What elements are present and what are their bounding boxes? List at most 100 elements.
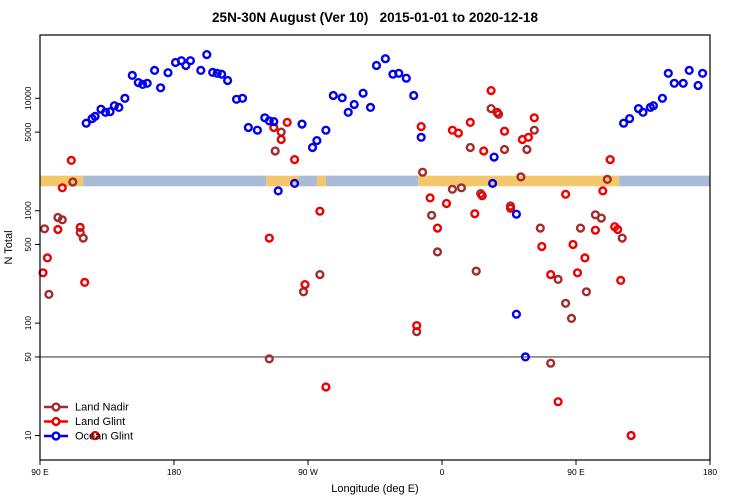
data-point <box>127 70 137 81</box>
data-point <box>522 144 532 155</box>
data-point <box>365 102 376 113</box>
data-point <box>44 289 54 300</box>
data-point <box>276 134 286 145</box>
data-point <box>418 167 428 177</box>
data-point <box>142 78 152 88</box>
data-point <box>120 93 130 103</box>
legend: Land Nadir Land Glint Ocean Glint <box>44 402 133 443</box>
data-point <box>371 60 382 71</box>
y-tick-label: 100 <box>23 316 33 330</box>
y-tick-label: 10000 <box>23 86 33 110</box>
data-point <box>57 215 67 225</box>
data-point <box>300 280 310 290</box>
data-point <box>537 241 547 252</box>
data-point <box>560 298 571 308</box>
data-point <box>693 80 703 91</box>
data-point <box>39 224 50 234</box>
data-point <box>68 177 78 187</box>
data-point <box>163 68 173 78</box>
data-point <box>181 60 191 71</box>
data-point <box>492 107 502 117</box>
data-point <box>523 132 534 142</box>
data-point <box>264 116 274 126</box>
data-point <box>697 68 708 78</box>
legend-label-land_glint: Land Glint <box>75 416 125 428</box>
data-point <box>307 142 318 153</box>
plot-border <box>39 34 711 461</box>
data-point <box>575 223 586 233</box>
data-point <box>42 253 53 263</box>
data-point <box>109 101 120 111</box>
x-tick-label: 180 <box>703 467 717 477</box>
data-point <box>150 65 160 76</box>
legend-marker-ocean_glint <box>51 431 61 441</box>
band-segment <box>325 175 419 187</box>
data-point <box>264 354 274 364</box>
legend-marker-land_nadir <box>51 402 61 412</box>
data-point <box>566 313 577 324</box>
data-point <box>684 65 694 76</box>
data-point <box>212 68 222 78</box>
legend-label-land_nadir: Land Nadir <box>75 402 129 414</box>
y-tick-label: 50 <box>23 352 33 362</box>
data-point <box>602 174 612 185</box>
data-point <box>298 287 309 297</box>
data-point <box>477 191 487 201</box>
y-tick-label: 10 <box>23 431 33 441</box>
data-point <box>270 146 280 156</box>
data-point <box>100 107 111 117</box>
data-point <box>511 209 522 219</box>
data-point <box>499 144 510 155</box>
data-point <box>358 88 368 98</box>
data-point <box>208 67 218 78</box>
data-point <box>572 268 583 278</box>
data-point <box>465 117 475 128</box>
chart-title: 25N-30N August (Ver 10) 2015-01-01 to 20… <box>212 10 538 25</box>
data-point <box>264 233 274 243</box>
data-point <box>529 113 539 123</box>
data-point <box>580 253 590 263</box>
data-point <box>535 223 545 233</box>
y-tick-label: 5000 <box>23 122 33 141</box>
data-point <box>663 68 673 78</box>
data-point <box>605 155 615 165</box>
data-point <box>479 146 489 156</box>
series-ocean_glint <box>81 49 708 362</box>
data-point <box>290 178 300 189</box>
x-tick-label: 90 E <box>31 467 49 477</box>
data-point <box>114 102 124 113</box>
data-point <box>486 85 496 96</box>
x-tick-label: 90 W <box>298 467 318 477</box>
band-segment <box>83 175 267 187</box>
data-point <box>516 172 526 182</box>
data-point <box>624 113 635 124</box>
data-point <box>529 125 539 135</box>
data-point <box>553 397 563 407</box>
data-point <box>648 101 659 111</box>
data-point <box>489 152 499 162</box>
data-point <box>196 65 206 76</box>
data-point <box>90 430 100 441</box>
data-point <box>657 93 668 103</box>
x-axis-label: Longitude (deg E) <box>331 483 418 495</box>
data-point <box>81 118 91 128</box>
data-point <box>252 125 263 135</box>
data-point <box>237 93 248 103</box>
x-tick-label: 180 <box>167 467 181 477</box>
data-point <box>78 233 88 243</box>
data-point <box>465 142 475 153</box>
band-segment <box>299 175 317 187</box>
data-point <box>105 107 115 117</box>
data-point <box>581 287 592 297</box>
data-point <box>57 183 67 193</box>
data-point <box>412 321 422 331</box>
data-point <box>337 93 347 103</box>
data-point <box>80 277 90 288</box>
data-point <box>290 155 300 165</box>
band-segment <box>316 175 326 187</box>
y-tick-label: 500 <box>23 237 33 251</box>
data-point <box>312 136 322 146</box>
data-point <box>617 233 627 243</box>
data-point <box>380 54 391 64</box>
